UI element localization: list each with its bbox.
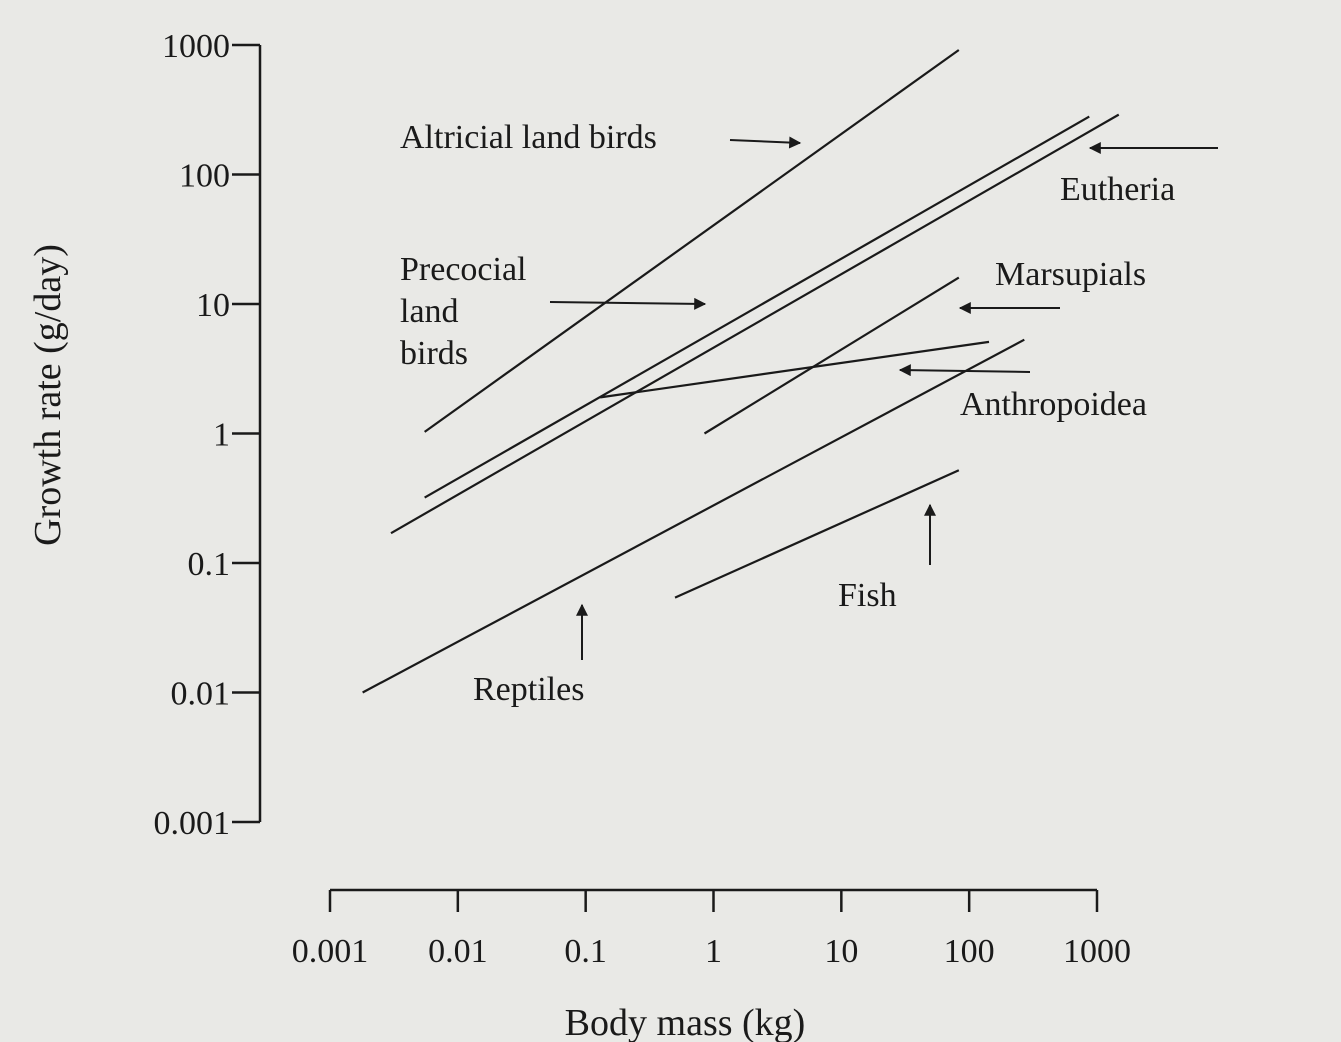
y-tick-label: 1 bbox=[213, 417, 230, 454]
x-tick-label: 1000 bbox=[1063, 933, 1131, 970]
series-label: Reptiles bbox=[473, 671, 584, 708]
series-line bbox=[600, 340, 990, 399]
series-label: Altricial land birds bbox=[400, 119, 657, 156]
y-tick-label: 0.1 bbox=[188, 546, 231, 583]
series-label: Fish bbox=[838, 577, 897, 614]
series-label: Anthropoidea bbox=[960, 386, 1147, 423]
series-line bbox=[362, 338, 1025, 694]
x-tick-label: 0.1 bbox=[564, 933, 607, 970]
series-label: Precocial land birds bbox=[400, 251, 527, 372]
y-tick-label: 10 bbox=[196, 287, 230, 324]
x-tick-label: 1 bbox=[705, 933, 722, 970]
series-label: Eutheria bbox=[1060, 171, 1175, 208]
annotation-arrow bbox=[549, 297, 707, 310]
series-label: Marsupials bbox=[995, 256, 1146, 293]
series-line bbox=[674, 469, 960, 599]
x-tick-label: 10 bbox=[824, 933, 858, 970]
x-axis-title: Body mass (kg) bbox=[565, 1002, 806, 1042]
y-tick-label: 1000 bbox=[162, 28, 230, 65]
x-tick-label: 0.001 bbox=[292, 933, 369, 970]
series-line bbox=[424, 115, 1090, 499]
y-axis-title: Growth rate (g/day) bbox=[27, 244, 69, 546]
x-tick-label: 100 bbox=[944, 933, 995, 970]
x-tick-label: 0.01 bbox=[428, 933, 488, 970]
y-tick-label: 100 bbox=[179, 158, 230, 195]
y-tick-label: 0.01 bbox=[171, 676, 231, 713]
y-tick-label: 0.001 bbox=[154, 805, 231, 842]
series-line bbox=[424, 49, 960, 433]
series-line bbox=[703, 276, 960, 435]
series-line bbox=[390, 113, 1120, 535]
annotation-arrow bbox=[729, 136, 802, 149]
